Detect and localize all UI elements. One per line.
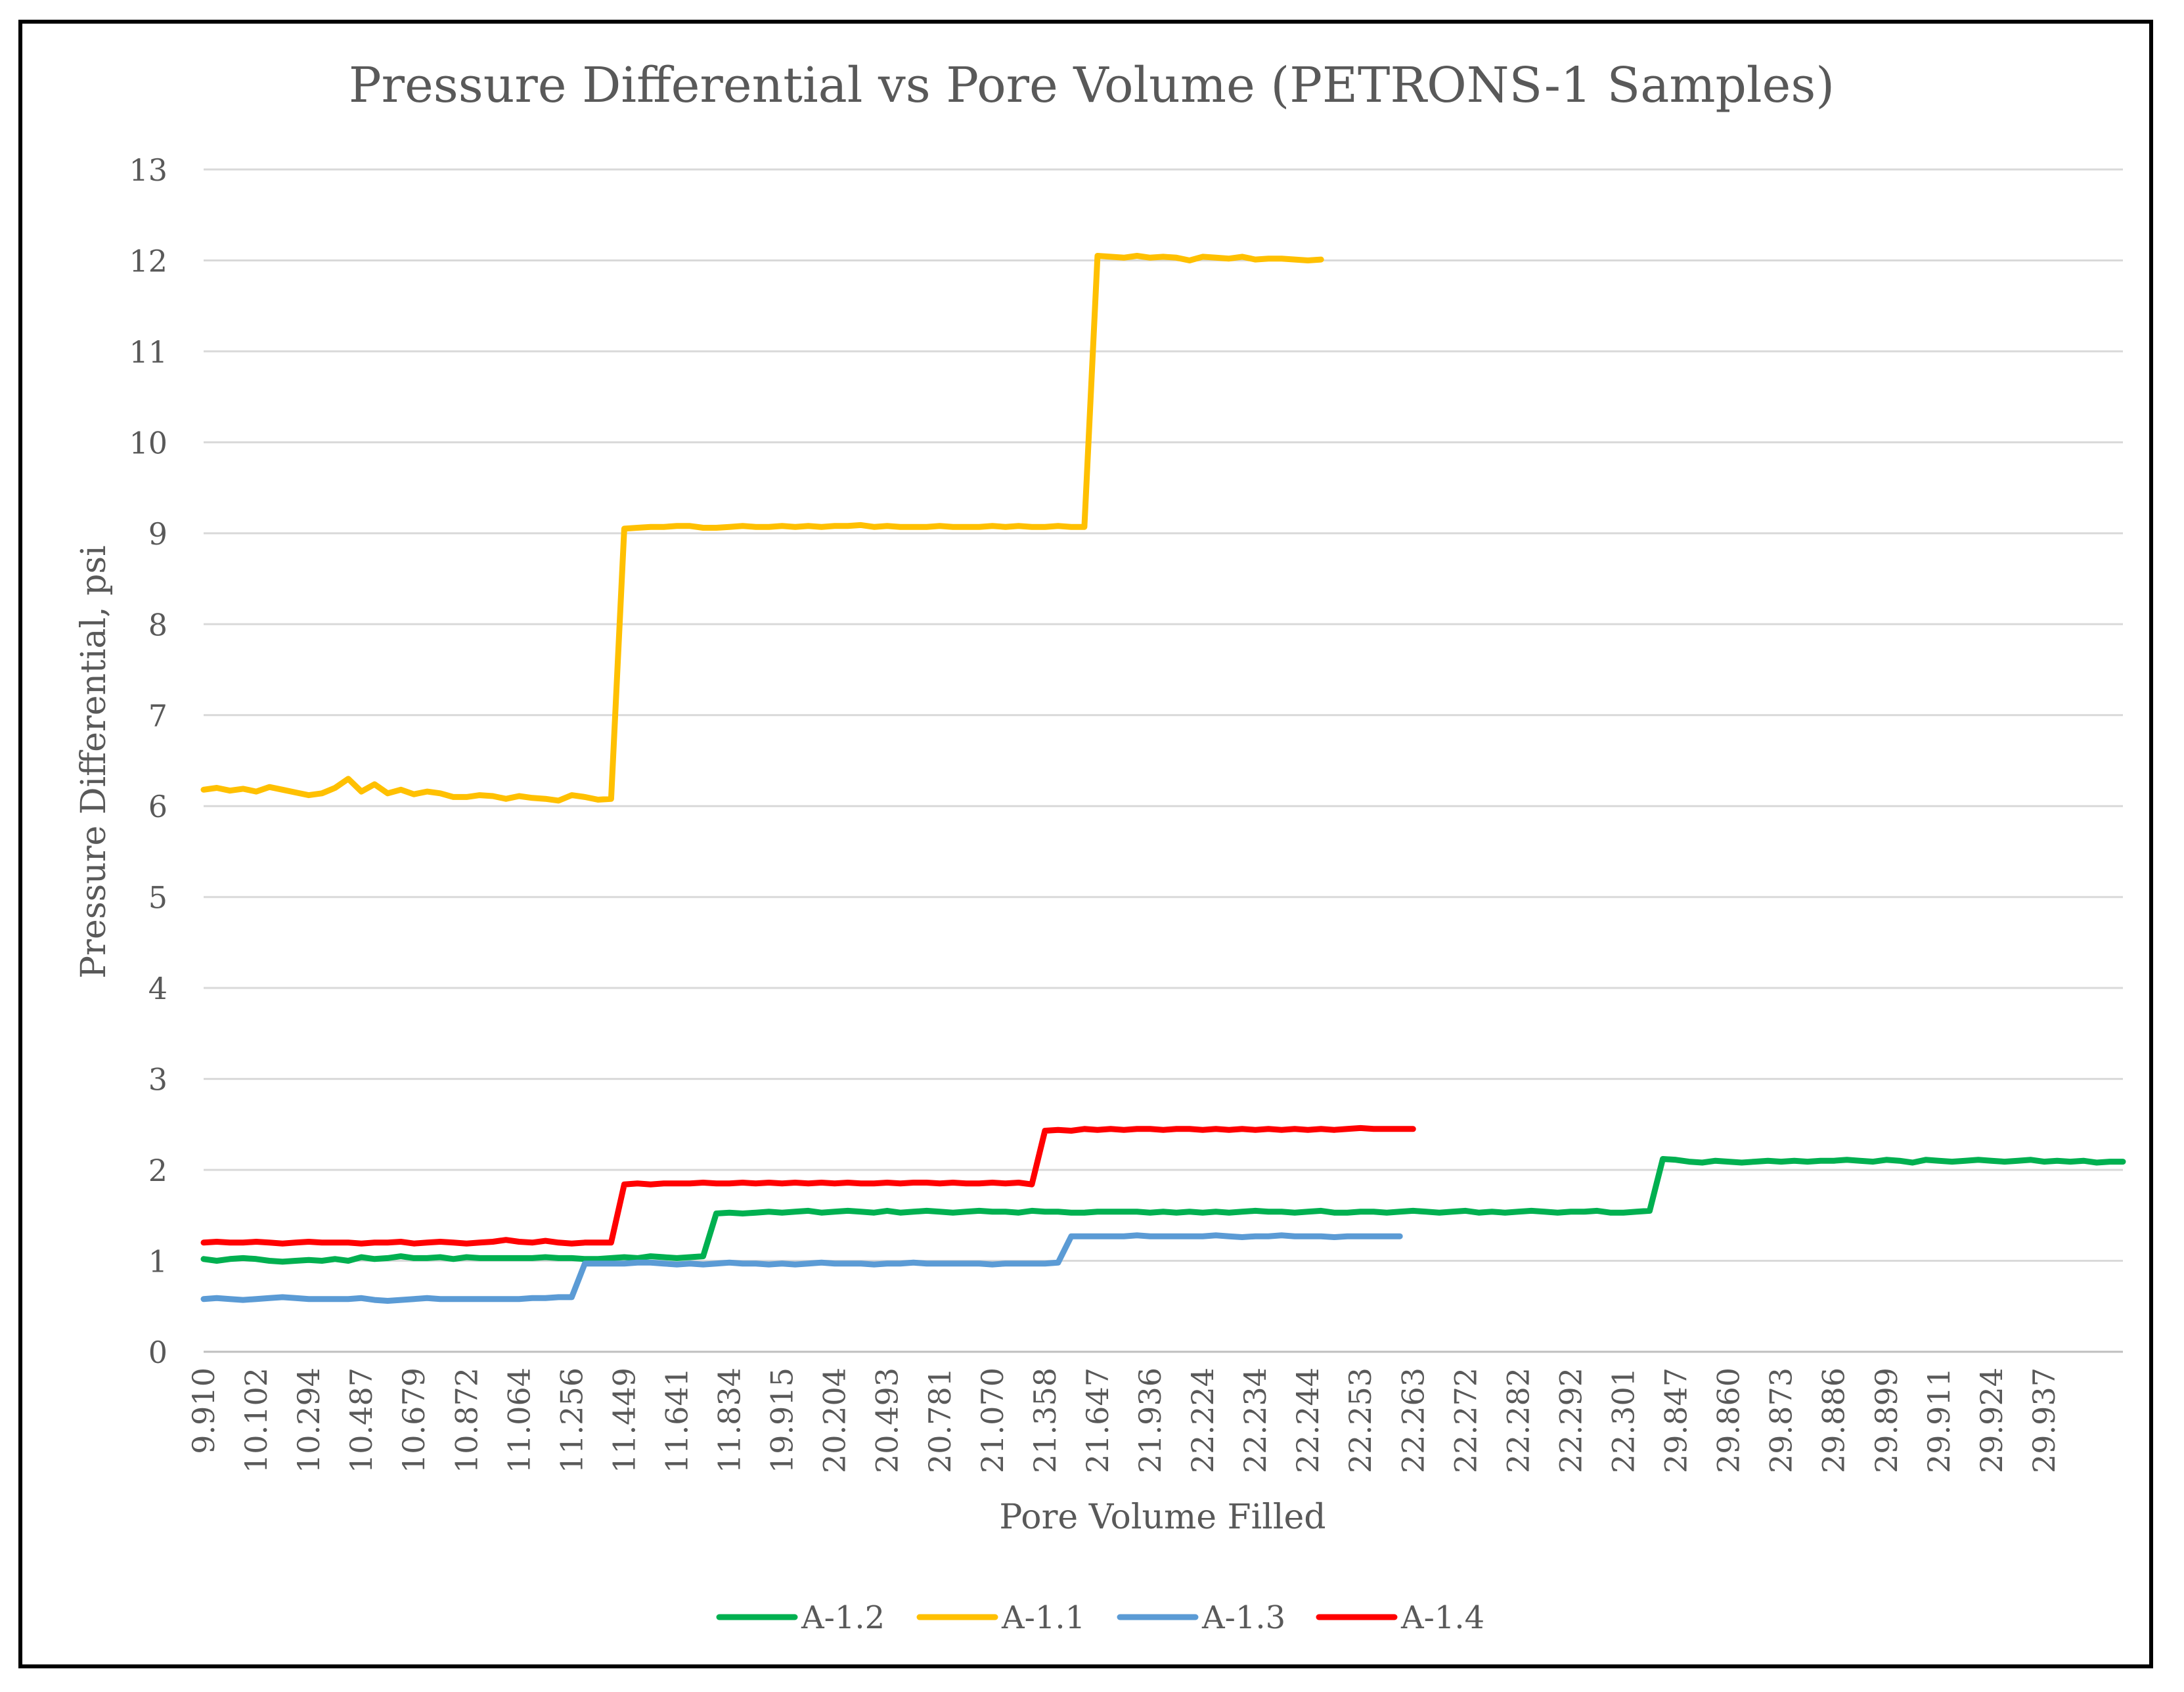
x-tick-label: 22.244: [1290, 1368, 1326, 1473]
x-tick-label: 21.358: [1027, 1368, 1063, 1473]
x-tick-label: 22.292: [1553, 1368, 1588, 1473]
y-tick-label: 12: [129, 243, 167, 278]
y-tick-label: 10: [129, 425, 167, 460]
x-tick-label: 21.647: [1080, 1368, 1115, 1473]
gridlines: [204, 168, 2123, 1353]
legend-label-A-1.3: A-1.3: [1201, 1599, 1285, 1636]
legend-label-A-1.4: A-1.4: [1400, 1599, 1484, 1636]
y-axis-label: Pressure Differential, psi: [74, 545, 114, 979]
series-line-A-1.4: [200, 1124, 1416, 1247]
x-tick-label: 22.234: [1237, 1368, 1273, 1473]
y-tick-label: 0: [148, 1335, 167, 1370]
x-tick-label: 11.641: [659, 1368, 694, 1473]
y-tick-label: 7: [148, 698, 167, 734]
x-tick-label: 11.256: [554, 1368, 589, 1473]
x-tick-label: 29.860: [1711, 1368, 1747, 1473]
series-line-A-1.2: [200, 1156, 2126, 1265]
y-tick-label: 11: [129, 334, 167, 370]
x-tick-label: 29.911: [1921, 1368, 1957, 1473]
y-tick-label: 8: [148, 607, 167, 642]
x-tick-label: 22.301: [1605, 1368, 1641, 1473]
chart-title: Pressure Differential vs Pore Volume (PE…: [349, 57, 1835, 114]
x-tick-label: 22.272: [1448, 1368, 1483, 1473]
y-tick-label: 1: [148, 1244, 167, 1280]
x-tick-label: 29.847: [1659, 1368, 1694, 1473]
x-tick-label: 20.204: [817, 1368, 853, 1473]
series-line-A-1.3: [200, 1232, 1403, 1304]
y-tick-label: 6: [148, 789, 167, 824]
x-tick-label: 29.873: [1764, 1368, 1799, 1473]
legend: A-1.2 A-1.1 A-1.3 A-1.4: [716, 1599, 1484, 1636]
x-tick-label: 21.936: [1132, 1368, 1168, 1473]
y-tick-label: 13: [129, 152, 167, 188]
x-tick-label: 11.064: [501, 1368, 537, 1473]
series-lines: [200, 253, 2126, 1304]
x-tick-label: 19.915: [765, 1368, 800, 1473]
x-tick-label: 10.102: [238, 1368, 274, 1473]
series-line-A-1.1: [200, 253, 1324, 804]
x-tick-label: 10.487: [344, 1368, 379, 1473]
x-tick-label: 11.834: [712, 1368, 747, 1473]
x-tick-label: 10.872: [449, 1368, 484, 1473]
x-tick-label: 22.224: [1185, 1368, 1220, 1473]
x-tick-label: 22.253: [1343, 1368, 1378, 1473]
chart-frame: [18, 20, 2153, 1668]
y-tick-label: 3: [148, 1062, 167, 1098]
x-tick-label: 10.679: [396, 1368, 432, 1473]
x-tick-label: 29.886: [1816, 1368, 1852, 1473]
x-tick-label: 22.263: [1395, 1368, 1431, 1473]
x-axis-ticks: 9.910 10.102 10.294 10.487 10.679 10.872 11.06…: [186, 1368, 2062, 1473]
x-tick-label: 9.910: [186, 1368, 221, 1454]
x-tick-label: 22.282: [1500, 1368, 1536, 1473]
x-tick-label: 20.493: [870, 1368, 905, 1473]
legend-label-A-1.2: A-1.2: [801, 1599, 885, 1636]
x-tick-label: 10.294: [291, 1368, 326, 1473]
legend-label-A-1.1: A-1.1: [1001, 1599, 1085, 1636]
x-tick-label: 29.924: [1974, 1368, 2009, 1473]
x-axis-label: Pore Volume Filled: [999, 1498, 1326, 1537]
x-tick-label: 20.781: [922, 1368, 958, 1473]
y-tick-label: 2: [148, 1153, 167, 1188]
x-tick-label: 11.449: [606, 1368, 642, 1473]
x-tick-label: 29.899: [1869, 1368, 1904, 1473]
x-tick-label: 29.937: [2026, 1368, 2062, 1473]
y-tick-label: 9: [148, 516, 167, 552]
y-tick-label: 5: [148, 880, 167, 916]
x-tick-label: 21.070: [975, 1368, 1010, 1473]
y-tick-label: 4: [148, 971, 167, 1006]
